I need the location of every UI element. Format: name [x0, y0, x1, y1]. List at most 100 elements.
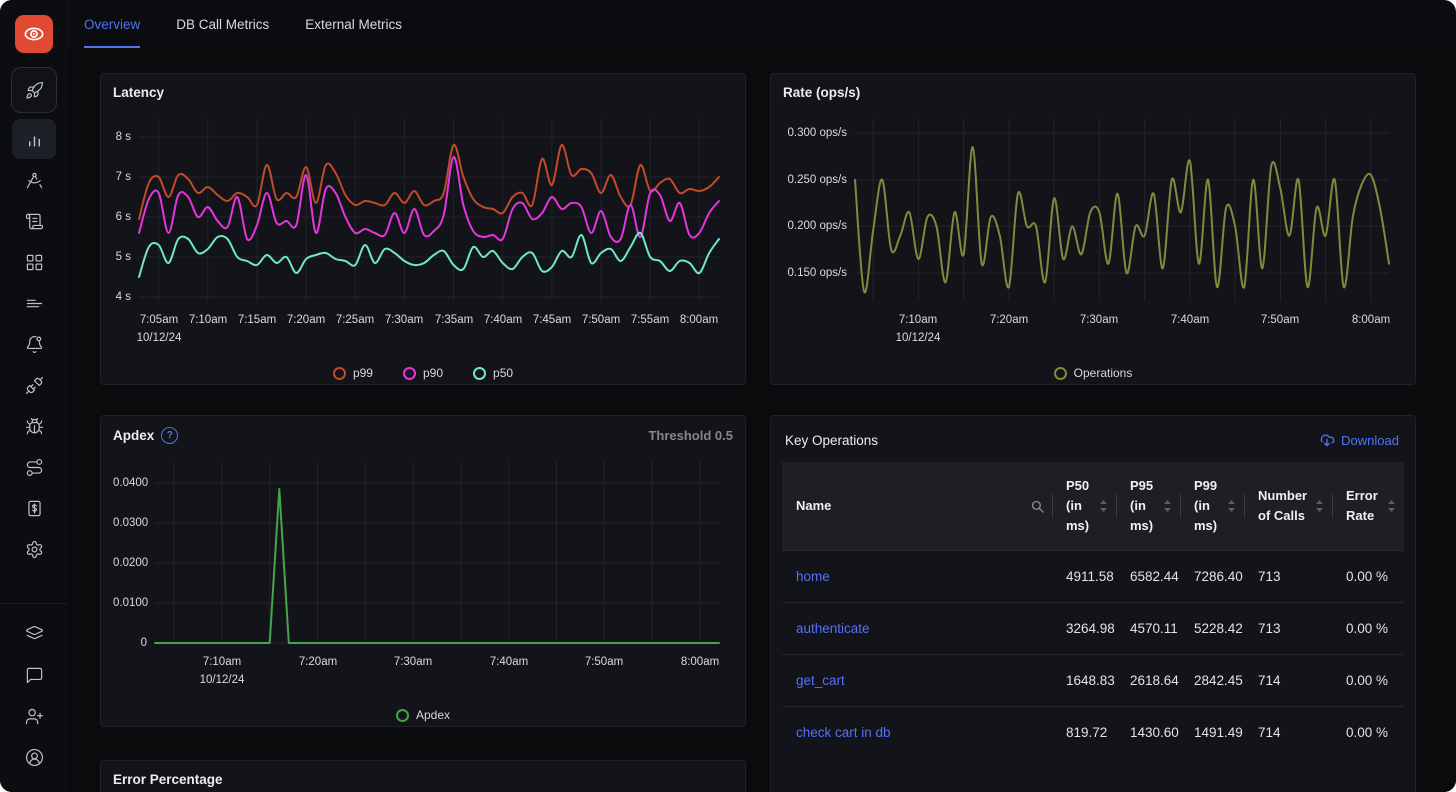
sidebar-item-invite-user[interactable] — [12, 696, 56, 736]
main-area: OverviewDB Call MetricsExternal Metrics … — [68, 0, 1456, 792]
x-axis-tick: 7:30am — [371, 656, 455, 668]
help-icon[interactable]: ? — [161, 427, 178, 444]
sidebar-item-get-started[interactable] — [11, 67, 57, 113]
y-axis-tick: 5 s — [113, 249, 131, 265]
gear-icon — [25, 540, 44, 559]
sidebar-item-settings[interactable] — [12, 529, 56, 569]
sidebar — [0, 0, 69, 792]
x-axis-tick: 7:20am — [276, 656, 360, 668]
x-axis-tick: 8:00am — [657, 314, 741, 326]
bar-chart-icon — [25, 130, 44, 149]
compass-icon — [25, 171, 44, 190]
y-axis-tick: 0.0300 — [113, 515, 147, 531]
list-icon — [25, 294, 44, 313]
bell-dot-icon — [25, 335, 44, 354]
x-axis-tick: 7:10am — [180, 656, 264, 668]
content-area: Latency 8 s7 s6 s5 s4 s7:05am10/12/247:1… — [68, 48, 1456, 792]
y-axis-tick: 0.250 ops/s — [783, 172, 847, 188]
x-axis-date: 10/12/24 — [876, 332, 960, 344]
table-row: home4911.586582.447286.407130.00 % — [782, 551, 1404, 603]
y-axis-tick: 6 s — [113, 209, 131, 225]
rate-panel: Rate (ops/s) 0.300 ops/s0.250 ops/s0.200… — [770, 73, 1416, 385]
sidebar-item-account[interactable] — [12, 737, 56, 777]
sidebar-divider — [0, 603, 68, 604]
rate-chart[interactable]: 0.300 ops/s0.250 ops/s0.200 ops/s0.150 o… — [783, 119, 1403, 384]
column-header-p95[interactable]: P95 (in ms) — [1116, 462, 1180, 551]
sidebar-item-exceptions[interactable] — [12, 406, 56, 446]
x-axis-tick: 7:40am — [1148, 314, 1232, 326]
download-button[interactable]: Download — [1319, 432, 1399, 448]
legend-item-p99[interactable]: p99 — [333, 366, 373, 380]
legend-swatch-icon — [1054, 367, 1067, 380]
scroll-text-icon — [25, 212, 44, 231]
sidebar-item-alerts[interactable] — [12, 324, 56, 364]
operation-link[interactable]: home — [796, 569, 830, 584]
sidebar-item-integrations[interactable] — [12, 365, 56, 405]
table-row: get_cart1648.832618.642842.457140.00 % — [782, 655, 1404, 707]
y-axis-tick: 0.150 ops/s — [783, 265, 847, 281]
tab-db-call-metrics[interactable]: DB Call Metrics — [176, 0, 269, 48]
tab-external-metrics[interactable]: External Metrics — [305, 0, 402, 48]
tab-bar: Overview DB Call Metrics External Metrics — [68, 0, 1456, 49]
cloud-download-icon — [1319, 432, 1335, 448]
y-axis-tick: 8 s — [113, 129, 131, 145]
sidebar-item-billing[interactable] — [12, 488, 56, 528]
error-percentage-panel: Error Percentage — [100, 760, 746, 792]
y-axis-tick: 7 s — [113, 169, 131, 185]
latency-panel: Latency 8 s7 s6 s5 s4 s7:05am10/12/247:1… — [100, 73, 746, 385]
user-circle-icon — [25, 748, 44, 767]
x-axis-tick: 7:10am — [876, 314, 960, 326]
column-header-p50[interactable]: P50 (in ms) — [1052, 462, 1116, 551]
x-axis-tick: 7:20am — [967, 314, 1051, 326]
latency-chart[interactable]: 8 s7 s6 s5 s4 s7:05am10/12/247:10am7:15a… — [113, 119, 733, 384]
eye-icon — [23, 23, 45, 45]
legend-swatch-icon — [333, 367, 346, 380]
x-axis-tick: 8:00am — [658, 656, 742, 668]
apdex-panel: Apdex ? Threshold 0.5 0.04000.03000.0200… — [100, 415, 746, 727]
apdex-chart[interactable]: 0.04000.03000.02000.010007:10am10/12/247… — [113, 461, 733, 726]
legend-item-p50[interactable]: p50 — [473, 366, 513, 380]
search-icon[interactable] — [1031, 500, 1044, 513]
series-p50 — [139, 233, 719, 277]
operation-link[interactable]: get_cart — [796, 673, 845, 688]
series-Operations — [855, 147, 1389, 293]
bug-icon — [25, 417, 44, 436]
sidebar-item-services[interactable] — [12, 119, 56, 159]
legend-item-p90[interactable]: p90 — [403, 366, 443, 380]
error-percentage-title: Error Percentage — [113, 772, 223, 787]
key-operations-title: Key Operations — [785, 433, 878, 448]
user-plus-icon — [25, 707, 44, 726]
x-axis-tick: 7:40am — [467, 656, 551, 668]
sidebar-item-service-map[interactable] — [12, 447, 56, 487]
sidebar-item-versions[interactable] — [12, 614, 56, 654]
column-header-name[interactable]: Name — [782, 462, 1052, 551]
unplug-icon — [25, 376, 44, 395]
layout-grid-icon — [25, 253, 44, 272]
legend-item-Apdex[interactable]: Apdex — [396, 708, 450, 722]
operation-link[interactable]: authenticate — [796, 621, 870, 636]
chart-legend: Apdex — [113, 708, 733, 722]
tab-overview[interactable]: Overview — [84, 0, 140, 48]
legend-swatch-icon — [473, 367, 486, 380]
operation-link[interactable]: check cart in db — [796, 725, 891, 740]
apdex-panel-title: Apdex — [113, 428, 154, 443]
x-axis-tick: 7:50am — [562, 656, 646, 668]
sidebar-item-traces[interactable] — [12, 160, 56, 200]
receipt-dollar-icon — [25, 499, 44, 518]
column-header-error_rate[interactable]: Error Rate — [1332, 462, 1404, 551]
column-header-p99[interactable]: P99 (in ms) — [1180, 462, 1244, 551]
x-axis-tick: 7:50am — [1238, 314, 1322, 326]
x-axis-date: 10/12/24 — [117, 332, 201, 344]
legend-item-Operations[interactable]: Operations — [1054, 366, 1133, 380]
y-axis-tick: 0.0400 — [113, 475, 147, 491]
signoz-eye-logo[interactable] — [15, 15, 53, 53]
sidebar-item-queues[interactable] — [12, 283, 56, 323]
sidebar-nav — [0, 67, 68, 570]
x-axis-tick: 7:30am — [1057, 314, 1141, 326]
y-axis-tick: 0.300 ops/s — [783, 125, 847, 141]
sidebar-item-dashboards[interactable] — [12, 242, 56, 282]
sidebar-item-logs[interactable] — [12, 201, 56, 241]
table-row: check cart in db819.721430.601491.497140… — [782, 707, 1404, 759]
column-header-calls[interactable]: Number of Calls — [1244, 462, 1332, 551]
sidebar-item-support[interactable] — [12, 655, 56, 695]
